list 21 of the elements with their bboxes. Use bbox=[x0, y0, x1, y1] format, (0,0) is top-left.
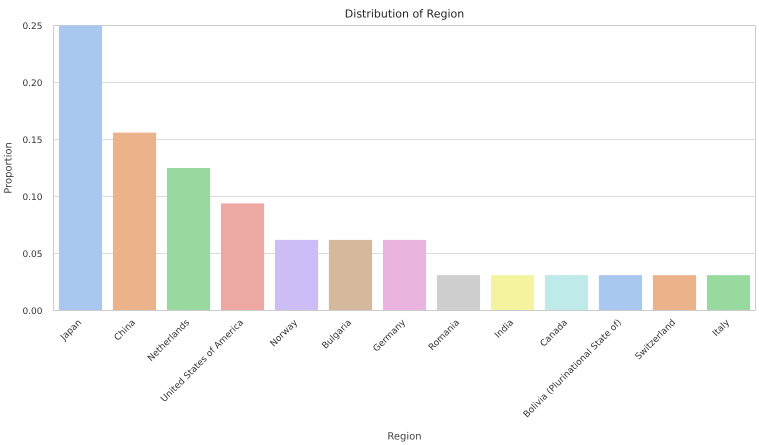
bar bbox=[382, 240, 426, 310]
bar bbox=[220, 203, 264, 310]
bar bbox=[58, 26, 102, 310]
chart-title: Distribution of Region bbox=[344, 8, 464, 20]
bar bbox=[166, 168, 210, 310]
y-tick-label: 0.05 bbox=[22, 250, 43, 260]
y-tick-label: 0.10 bbox=[22, 193, 43, 203]
bar bbox=[652, 275, 696, 310]
y-tick-label: 0.20 bbox=[22, 79, 43, 89]
y-tick-label: 0.15 bbox=[22, 136, 43, 146]
bar bbox=[328, 240, 372, 310]
bar bbox=[706, 275, 750, 310]
y-tick-label: 0.25 bbox=[22, 22, 43, 32]
bar bbox=[598, 275, 642, 310]
bar bbox=[274, 240, 318, 310]
y-axis-title: Proportion bbox=[3, 142, 14, 194]
y-tick-label: 0.00 bbox=[22, 307, 43, 317]
bar bbox=[544, 275, 588, 310]
bar bbox=[490, 275, 534, 310]
x-axis-title: Region bbox=[387, 432, 422, 443]
bar bbox=[112, 132, 156, 310]
